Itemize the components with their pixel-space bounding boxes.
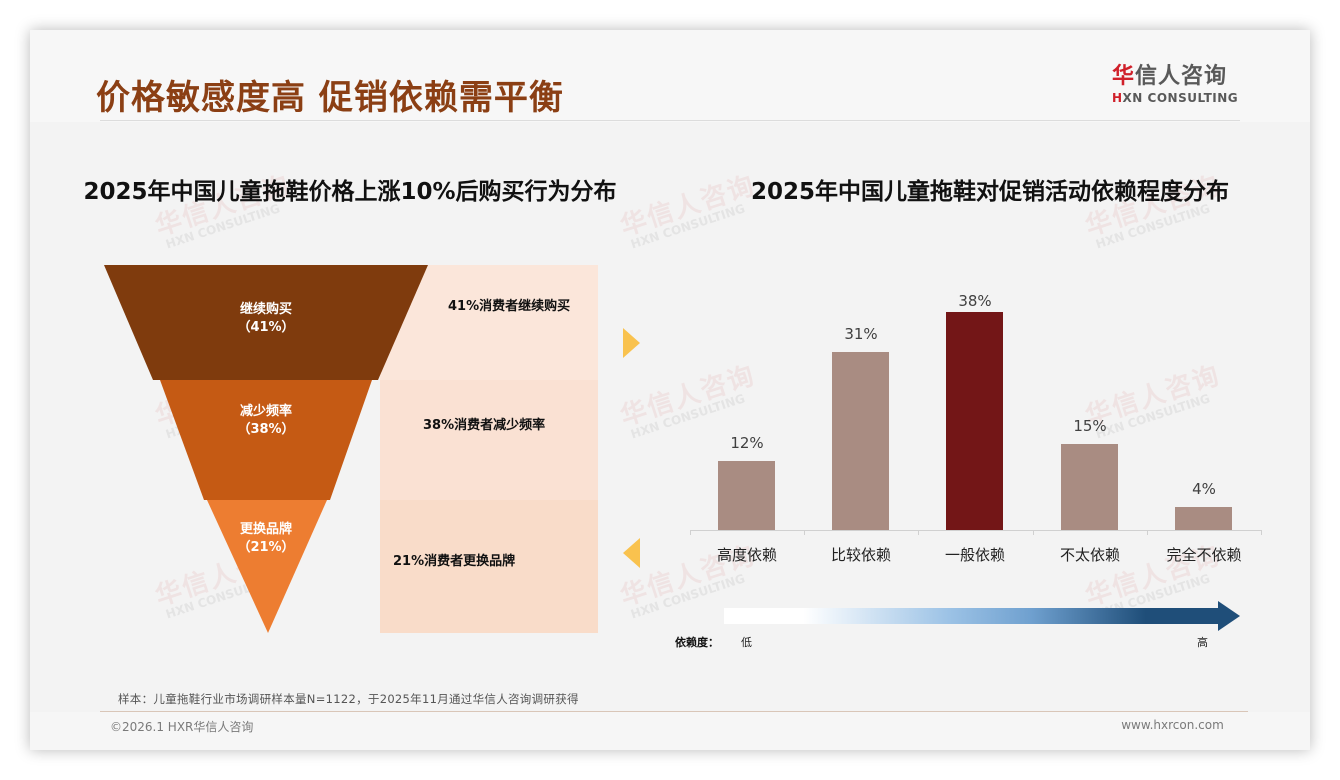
category-label: 一般依赖 — [944, 546, 1005, 564]
right-chart-title: 2025年中国儿童拖鞋对促销活动依赖程度分布 — [750, 179, 1229, 205]
funnel-desc-text: 41%消费者继续购买 — [448, 299, 571, 314]
copyright: ©2026.1 HXR华信人咨询 — [110, 720, 254, 734]
bar-value-label: 15% — [1073, 417, 1107, 435]
footer-band — [30, 712, 1310, 750]
dependency-gradient-arrow-icon — [724, 601, 1240, 631]
page-title: 价格敏感度高 促销依赖需平衡 — [96, 78, 564, 118]
x-axis — [690, 530, 1262, 531]
legend-high-label: 高 — [1197, 636, 1208, 649]
header-band — [30, 30, 1310, 122]
axis-tick — [1261, 530, 1262, 535]
bar-not-dependent — [1175, 507, 1232, 530]
triangle-right-icon — [623, 328, 640, 358]
bar-value-label: 12% — [730, 434, 764, 452]
axis-tick — [804, 530, 805, 535]
funnel-segment-label: 更换品牌 （21%） — [237, 522, 295, 555]
bar-fairly-dependent — [832, 352, 889, 530]
slide: 华信人咨询 HXN CONSULTING 华信人咨询 HXN CONSULTING … — [30, 30, 1310, 750]
header-divider — [100, 120, 1240, 121]
axis-tick — [1147, 530, 1148, 535]
axis-tick — [918, 530, 919, 535]
bar-moderately-dependent — [946, 312, 1003, 530]
category-label: 高度依赖 — [716, 546, 777, 564]
bar-value-label: 31% — [844, 325, 878, 343]
bar-value-label: 4% — [1192, 480, 1216, 498]
legend-low-label: 低 — [741, 636, 752, 649]
axis-tick — [690, 530, 691, 535]
sample-footnote: 样本：儿童拖鞋行业市场调研样本量N=1122，于2025年11月通过华信人咨询调… — [118, 692, 579, 706]
funnel-segment-3 — [207, 500, 327, 633]
funnel-desc-row: 38%消费者减少频率 — [380, 380, 598, 500]
funnel-chart: 41%消费者继续购买 38%消费者减少频率 21%消费者更换品牌 继续购买 （4… — [100, 265, 600, 633]
logo-text-cn: 华信人咨询 — [1112, 64, 1228, 89]
funnel-desc-text: 38%消费者减少频率 — [423, 418, 546, 433]
funnel-desc-row: 21%消费者更换品牌 — [380, 500, 598, 633]
category-label: 完全不依赖 — [1166, 546, 1242, 564]
category-label: 比较依赖 — [830, 546, 891, 564]
logo-text-en: HXN CONSULTING — [1112, 91, 1239, 105]
funnel-segment-2 — [160, 380, 372, 500]
bar-chart: 12% 高度依赖 31% 比较依赖 38% 一般依赖 15% 不太依赖 4% 完… — [690, 280, 1262, 580]
funnel-shape — [104, 265, 428, 633]
bar-value-label: 38% — [958, 292, 992, 310]
funnel-segment-label: 继续购买 （41%） — [237, 302, 295, 335]
triangle-left-icon — [623, 538, 640, 568]
website-link[interactable]: www.hxrcon.com — [1121, 718, 1224, 732]
axis-tick — [1033, 530, 1034, 535]
funnel-segment-1 — [104, 265, 428, 380]
company-logo: 华信人咨询 HXN CONSULTING — [1112, 64, 1242, 110]
funnel-desc-text: 21%消费者更换品牌 — [393, 554, 516, 569]
left-chart-title: 2025年中国儿童拖鞋价格上涨10%后购买行为分布 — [83, 179, 617, 205]
category-label: 不太依赖 — [1059, 546, 1120, 564]
legend-label: 依赖度： — [675, 636, 719, 649]
bar-not-very-dependent — [1061, 444, 1118, 530]
footer-divider — [100, 711, 1248, 712]
funnel-segment-label: 减少频率 （38%） — [237, 404, 295, 437]
bar-high-dependency — [718, 461, 775, 530]
